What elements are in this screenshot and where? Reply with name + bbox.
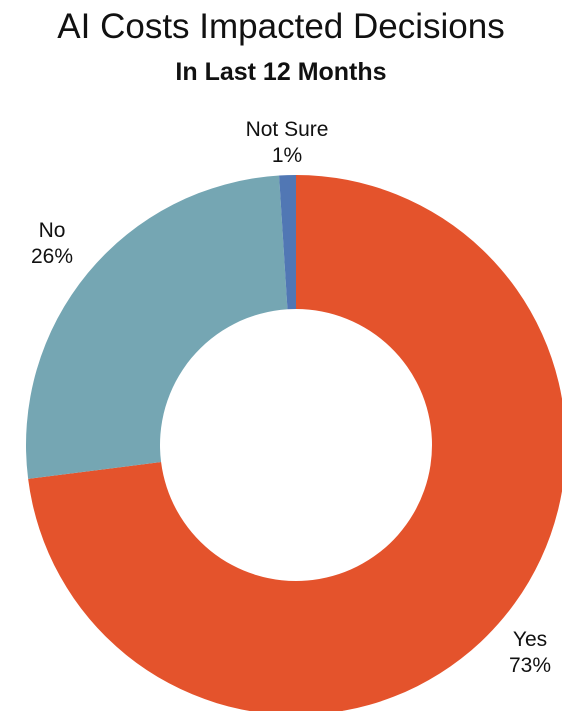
slice-label-no: No 26% [31, 219, 73, 268]
slice-label-name: Yes [513, 628, 547, 651]
donut-slices [25, 175, 562, 711]
slice-label-value: 26% [31, 245, 73, 268]
slice-yes [28, 175, 562, 711]
slice-label-name: No [39, 219, 66, 242]
chart-subtitle: In Last 12 Months [175, 58, 387, 86]
slice-label-value: 1% [272, 144, 302, 167]
slice-label-value: 73% [509, 654, 551, 677]
slice-no [25, 175, 288, 479]
slice-label-not-sure: Not Sure 1% [246, 118, 329, 167]
chart-title: AI Costs Impacted Decisions [57, 7, 505, 46]
slice-label-name: Not Sure [246, 118, 329, 141]
slice-label-yes: Yes 73% [509, 628, 551, 677]
slice-labels: Yes 73% No 26% Not Sure 1% [31, 118, 551, 677]
slice-not-sure [279, 175, 296, 310]
